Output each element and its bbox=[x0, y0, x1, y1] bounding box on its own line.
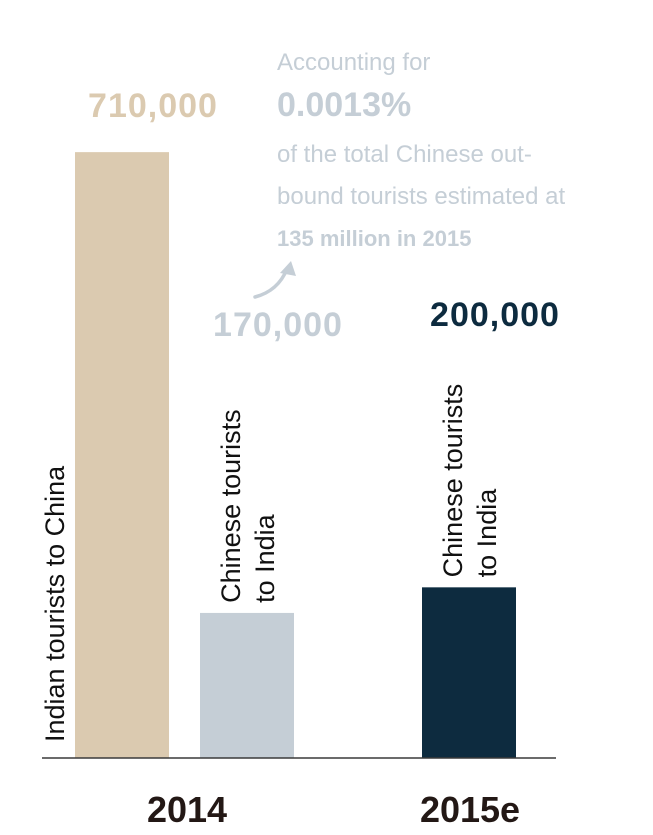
annotation-percent: 0.0013% bbox=[277, 86, 411, 124]
bar-category-label-2: Chinese tourists to India bbox=[438, 384, 502, 578]
bars-layer bbox=[75, 152, 516, 759]
value-label-2: 200,000 bbox=[430, 296, 560, 334]
annotation-line-5: 135 million in 2015 bbox=[277, 226, 471, 251]
bar-2014-0 bbox=[75, 152, 169, 759]
bar-2014-1 bbox=[200, 612, 294, 758]
bar-category-label-2-line-0: Chinese tourists bbox=[438, 384, 468, 578]
group-label-2014: 2014 bbox=[147, 789, 227, 830]
bar-category-label-0-line-0: Indian tourists to China bbox=[40, 465, 70, 742]
bar-category-label-2-line-1: to India bbox=[472, 488, 502, 578]
annotation-line-3: of the total Chinese out- bbox=[277, 141, 532, 168]
bar-category-label-1-line-0: Chinese tourists bbox=[216, 409, 246, 603]
value-labels-layer: 710,000 170,000 200,000 bbox=[88, 87, 560, 344]
bar-category-label-1-line-1: to India bbox=[250, 513, 280, 603]
bar-labels-layer: Indian tourists to China Chinese tourists… bbox=[40, 384, 502, 742]
curved-arrow-icon bbox=[253, 261, 296, 299]
bar-category-label-1: Chinese tourists to India bbox=[216, 409, 280, 603]
annotation-block: Accounting for 0.0013% of the total Chin… bbox=[253, 49, 565, 299]
value-label-0: 710,000 bbox=[88, 87, 218, 125]
bar-category-label-0: Indian tourists to China bbox=[40, 465, 70, 742]
value-label-1: 170,000 bbox=[213, 306, 343, 344]
annotation-line-1: Accounting for bbox=[277, 49, 430, 76]
group-label-2015e: 2015e bbox=[420, 789, 520, 830]
bar-2015e-2 bbox=[422, 587, 516, 758]
annotation-line-4: bound tourists estimated at bbox=[277, 183, 565, 210]
